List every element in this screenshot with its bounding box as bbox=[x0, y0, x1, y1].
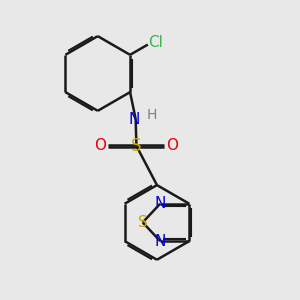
Text: N: N bbox=[154, 234, 166, 249]
Text: S: S bbox=[131, 137, 142, 155]
Text: O: O bbox=[167, 138, 178, 153]
Text: O: O bbox=[94, 138, 106, 153]
Text: N: N bbox=[128, 112, 140, 127]
Text: H: H bbox=[146, 108, 157, 122]
Text: Cl: Cl bbox=[148, 35, 164, 50]
Text: S: S bbox=[138, 215, 148, 230]
Text: N: N bbox=[154, 196, 166, 211]
